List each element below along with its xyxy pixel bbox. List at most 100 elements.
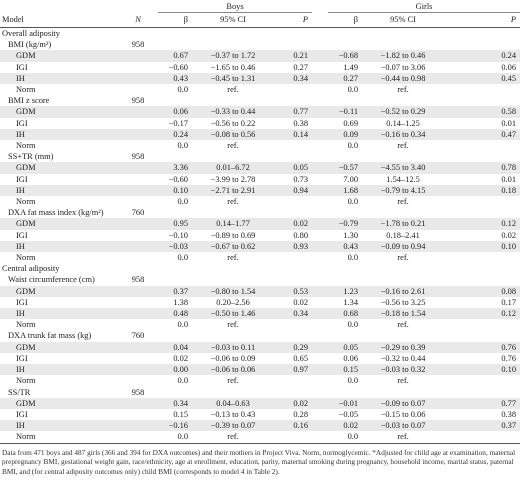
- spacer-cell: [312, 84, 329, 96]
- girls-ci: −0.18 to 1.54: [362, 308, 445, 320]
- spacer-cell: [312, 296, 329, 309]
- girls-beta: 1.23: [328, 285, 363, 297]
- empty-cell: [158, 39, 192, 51]
- spacer-cell: [312, 408, 329, 421]
- table-row: IH 0.00 −0.06 to 0.06 0.97 0.15 −0.03 to 0.32…: [0, 364, 520, 376]
- section-label: Overall adiposity: [0, 27, 520, 40]
- table-row: Norm 0.0 ref. 0.0 ref.: [0, 319, 520, 331]
- model-label: Norm: [0, 319, 118, 331]
- spacer-cell: [312, 352, 329, 365]
- n-cell: [118, 240, 158, 253]
- outcome-n: 958: [118, 386, 158, 398]
- outcome-label: Waist circumference (cm): [0, 274, 118, 286]
- boys-ci: −0.39 to 0.07: [192, 420, 274, 432]
- empty-cell: [192, 207, 274, 219]
- girls-beta: 1.68: [328, 184, 363, 197]
- girls-ci: −0.03 to 0.32: [362, 364, 445, 376]
- outcome-label: SS/TR: [0, 386, 118, 398]
- girls-p: 0.01: [444, 173, 520, 185]
- table-row: IGI −0.60 −1.65 to 0.46 0.27 1.49 −0.07 to 3.…: [0, 61, 520, 73]
- model-label: IGI: [0, 117, 118, 129]
- spacer-cell: [312, 420, 329, 432]
- empty-cell: [274, 39, 313, 51]
- boys-p-header: P: [274, 13, 313, 28]
- girls-beta: 0.0: [328, 196, 363, 208]
- empty-cell: [328, 39, 363, 51]
- girls-p: 0.01: [444, 117, 520, 129]
- boys-header: Boys: [158, 1, 313, 13]
- table-row: IGI −0.60 −3.99 to 2.78 0.73 7.00 1.54–12.5 0.…: [0, 173, 520, 185]
- boys-beta: 0.48: [158, 308, 192, 320]
- girls-beta: 0.05: [328, 341, 363, 353]
- girls-p: [444, 140, 520, 152]
- boys-beta: 0.15: [158, 408, 192, 421]
- girls-beta: 0.0: [328, 319, 363, 331]
- boys-p: 0.34: [274, 308, 313, 320]
- section-label: Central adiposity: [0, 263, 520, 275]
- table-row: IH 0.43 −0.45 to 1.31 0.34 0.27 −0.44 to 0.98…: [0, 72, 520, 85]
- girls-beta: 0.0: [328, 252, 363, 264]
- table-row: GDM 0.95 0.14–1.77 0.02 −0.79 −1.78 to 0.21 0.…: [0, 218, 520, 230]
- model-header: Model: [0, 13, 118, 28]
- spacer-cell: [312, 308, 329, 320]
- girls-ci: −1.82 to 0.46: [362, 50, 445, 62]
- empty-cell: [362, 330, 445, 342]
- n-cell: [118, 252, 158, 264]
- boys-p: 0.97: [274, 364, 313, 376]
- n-cell: [118, 140, 158, 152]
- model-label: GDM: [0, 397, 118, 409]
- girls-beta: 1.30: [328, 229, 363, 241]
- girls-ci: −0.32 to 0.44: [362, 352, 445, 365]
- girls-ci: −0.07 to 3.06: [362, 61, 445, 73]
- girls-p: [444, 196, 520, 208]
- model-label: GDM: [0, 218, 118, 230]
- table-row: IGI 1.38 0.20–2.56 0.02 1.34 −0.56 to 3.25 0.1…: [0, 296, 520, 309]
- girls-ci: −0.09 to 0.94: [362, 240, 445, 253]
- boys-p: 0.21: [274, 50, 313, 62]
- girls-ci: −1.78 to 0.21: [362, 218, 445, 230]
- boys-ci: −0.50 to 1.46: [192, 308, 274, 320]
- outcome-row: BMI (kg/m²) 958: [0, 39, 520, 51]
- table-row: GDM 0.06 −0.33 to 0.44 0.77 −0.11 −0.52 to 0.…: [0, 106, 520, 118]
- empty-cell: [312, 95, 329, 107]
- n-cell: [118, 117, 158, 129]
- boys-beta: 1.38: [158, 296, 192, 309]
- boys-ci: ref.: [192, 196, 274, 208]
- spacer-cell: [312, 61, 329, 73]
- empty-cell: [362, 207, 445, 219]
- boys-p: 0.93: [274, 240, 313, 253]
- girls-header: Girls: [328, 1, 520, 13]
- boys-ci: −0.45 to 1.31: [192, 72, 274, 85]
- table-row: IGI 0.02 −0.06 to 0.09 0.65 0.06 −0.32 to 0.4…: [0, 352, 520, 365]
- boys-p: [274, 431, 313, 444]
- boys-beta: −0.03: [158, 240, 192, 253]
- boys-p: 0.77: [274, 106, 313, 118]
- girls-ci: −0.29 to 0.39: [362, 341, 445, 353]
- empty-cell: [444, 386, 520, 398]
- empty-cell: [362, 95, 445, 107]
- boys-ci: −0.13 to 0.43: [192, 408, 274, 421]
- boys-beta: −0.60: [158, 173, 192, 185]
- model-label: IH: [0, 364, 118, 376]
- girls-beta: 0.06: [328, 352, 363, 365]
- boys-p: [274, 196, 313, 208]
- spacer-cell: [312, 229, 329, 241]
- model-label: Norm: [0, 84, 118, 96]
- spacer-cell: [312, 252, 329, 264]
- girls-p: 0.06: [444, 61, 520, 73]
- n-cell: [118, 319, 158, 331]
- girls-ci: 1.54–12.5: [362, 173, 445, 185]
- outcome-row: Waist circumference (cm) 958: [0, 274, 520, 286]
- girls-p: 0.02: [444, 229, 520, 241]
- boys-beta: 0.43: [158, 72, 192, 85]
- girls-beta: −0.05: [328, 408, 363, 421]
- model-label: IGI: [0, 296, 118, 309]
- spacer-cell: [312, 173, 329, 185]
- table-row: GDM 0.34 0.04–0.63 0.02 −0.01 −0.09 to 0.07 0.…: [0, 397, 520, 409]
- n-cell: [118, 397, 158, 409]
- girls-p: 0.10: [444, 240, 520, 253]
- empty-cell: [328, 95, 363, 107]
- n-cell: [118, 408, 158, 421]
- outcome-row: DXA fat mass index (kg/m²) 760: [0, 207, 520, 219]
- girls-p: 0.76: [444, 341, 520, 353]
